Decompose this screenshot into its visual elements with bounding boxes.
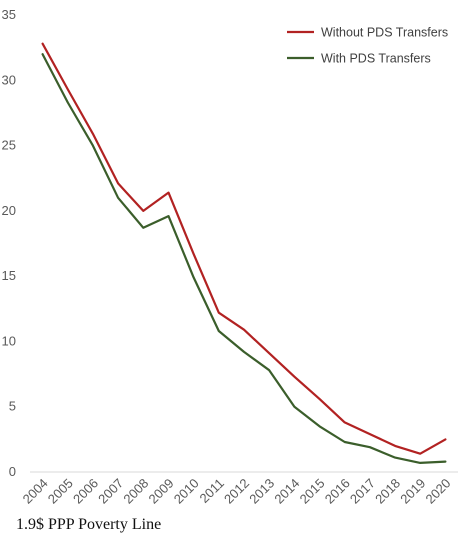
y-tick-label: 0 xyxy=(9,464,16,479)
series-lines xyxy=(41,42,447,464)
y-tick-label: 10 xyxy=(2,333,16,348)
y-tick-label: 15 xyxy=(2,268,16,283)
x-tick-label: 2005 xyxy=(45,476,76,507)
legend: Without PDS Transfers With PDS Transfers xyxy=(287,26,448,66)
x-tick-label: 2013 xyxy=(246,476,277,507)
x-tick-label: 2012 xyxy=(221,476,252,507)
chart-caption: 1.9$ PPP Poverty Line xyxy=(16,516,162,533)
x-tick-label: 2020 xyxy=(422,476,453,507)
x-tick-label: 2009 xyxy=(146,476,177,507)
x-tick-label: 2015 xyxy=(297,476,328,507)
series-line-2 xyxy=(41,53,447,464)
y-axis-ticks: 0 5 10 15 20 25 30 35 xyxy=(2,7,16,479)
x-tick-label: 2019 xyxy=(397,476,428,507)
y-tick-label: 35 xyxy=(2,7,16,22)
x-axis-ticks: 2004200520062007200820092010201120122013… xyxy=(20,476,454,507)
y-tick-label: 5 xyxy=(9,399,16,414)
series-line-1 xyxy=(41,42,447,455)
y-tick-label: 30 xyxy=(2,72,16,87)
legend-label: Without PDS Transfers xyxy=(321,26,448,40)
legend-label: With PDS Transfers xyxy=(321,52,431,66)
x-tick-label: 2008 xyxy=(120,476,151,507)
x-tick-label: 2017 xyxy=(347,476,378,507)
x-tick-label: 2011 xyxy=(197,476,227,506)
x-tick-label: 2004 xyxy=(20,476,51,507)
x-tick-label: 2018 xyxy=(372,476,403,507)
y-tick-label: 25 xyxy=(2,138,16,153)
y-tick-label: 20 xyxy=(2,203,16,218)
x-tick-label: 2014 xyxy=(271,476,302,507)
x-tick-label: 2016 xyxy=(322,476,353,507)
x-tick-label: 2006 xyxy=(70,476,101,507)
x-tick-label: 2007 xyxy=(95,476,126,507)
x-tick-label: 2010 xyxy=(171,476,202,507)
